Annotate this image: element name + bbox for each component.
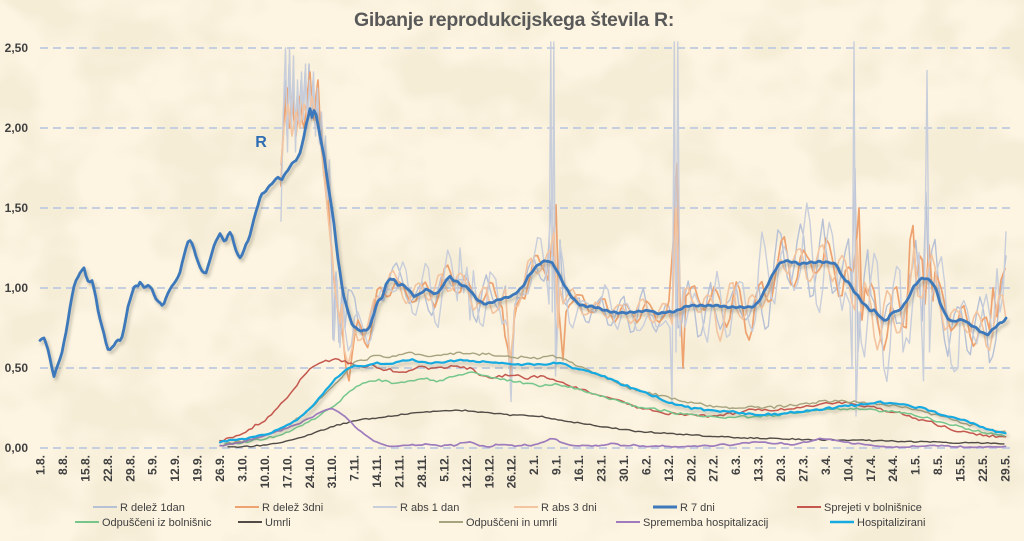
svg-text:29.8.: 29.8. [123, 455, 137, 482]
svg-text:28.11.: 28.11. [415, 455, 429, 488]
svg-text:Sprejeti v bolnišnice: Sprejeti v bolnišnice [824, 502, 922, 514]
svg-text:16.1.: 16.1. [572, 455, 586, 482]
svg-text:30.1.: 30.1. [617, 455, 631, 482]
svg-text:10.4.: 10.4. [841, 455, 855, 482]
svg-text:Hospitalizirani: Hospitalizirani [857, 517, 925, 529]
svg-text:2.1.: 2.1. [527, 455, 541, 475]
svg-text:23.1.: 23.1. [595, 455, 609, 482]
svg-text:R delež 3dni: R delež 3dni [262, 502, 323, 514]
svg-text:19.9.: 19.9. [191, 455, 205, 482]
svg-text:1.8.: 1.8. [34, 455, 48, 475]
svg-text:6.2.: 6.2. [639, 455, 653, 475]
svg-text:31.10.: 31.10. [325, 455, 339, 488]
svg-text:29.5.: 29.5. [998, 455, 1012, 482]
svg-text:17.10.: 17.10. [280, 455, 294, 488]
svg-text:15.5.: 15.5. [954, 455, 968, 482]
svg-text:19.12.: 19.12. [482, 455, 496, 488]
svg-text:27.3.: 27.3. [797, 455, 811, 482]
svg-text:22.5.: 22.5. [976, 455, 990, 482]
svg-text:15.8.: 15.8. [78, 455, 92, 482]
svg-text:Umrli: Umrli [265, 517, 291, 529]
svg-text:27.2.: 27.2. [707, 455, 721, 482]
svg-text:0,00: 0,00 [5, 441, 29, 455]
svg-text:2,00: 2,00 [5, 121, 29, 135]
svg-text:20.2.: 20.2. [684, 455, 698, 482]
svg-text:Gibanje reprodukcijskega števi: Gibanje reprodukcijskega števila R: [354, 9, 674, 31]
svg-text:17.4.: 17.4. [864, 455, 878, 482]
svg-text:24.10.: 24.10. [303, 455, 317, 488]
svg-text:3.4.: 3.4. [819, 455, 833, 475]
svg-text:1.5.: 1.5. [909, 455, 923, 475]
svg-text:20.3.: 20.3. [774, 455, 788, 482]
svg-text:1,00: 1,00 [5, 281, 29, 295]
svg-text:R delež 1dan: R delež 1dan [120, 502, 185, 514]
svg-text:6.3.: 6.3. [729, 455, 743, 475]
svg-text:R abs 3 dni: R abs 3 dni [541, 502, 597, 514]
svg-text:24.4.: 24.4. [886, 455, 900, 482]
svg-text:R abs 1 dan: R abs 1 dan [400, 502, 459, 514]
svg-text:8.5.: 8.5. [931, 455, 945, 475]
svg-text:Odpuščeni in umrli: Odpuščeni in umrli [466, 517, 557, 529]
svg-text:9.1.: 9.1. [550, 455, 564, 475]
svg-text:R: R [255, 134, 267, 151]
svg-text:1,50: 1,50 [5, 201, 29, 215]
svg-text:Sprememba hospitalizacij: Sprememba hospitalizacij [643, 517, 768, 529]
svg-text:0,50: 0,50 [5, 361, 29, 375]
svg-text:26.12.: 26.12. [505, 455, 519, 488]
svg-text:22.8.: 22.8. [101, 455, 115, 482]
svg-text:R 7 dni: R 7 dni [680, 502, 715, 514]
svg-text:26.9.: 26.9. [213, 455, 227, 482]
svg-text:3.10.: 3.10. [236, 455, 250, 482]
svg-text:8.8.: 8.8. [56, 455, 70, 475]
svg-text:7.11.: 7.11. [348, 455, 362, 481]
svg-text:14.11.: 14.11. [370, 455, 384, 488]
svg-text:13.2.: 13.2. [662, 455, 676, 482]
svg-text:5.9.: 5.9. [146, 455, 160, 475]
svg-text:10.10.: 10.10. [258, 455, 272, 488]
svg-text:13.3.: 13.3. [752, 455, 766, 482]
svg-text:21.11.: 21.11. [393, 455, 407, 488]
svg-text:5.12.: 5.12. [437, 455, 451, 482]
svg-text:2,50: 2,50 [5, 41, 29, 55]
svg-text:Odpuščeni iz bolnišnic: Odpuščeni iz bolnišnic [102, 517, 212, 529]
svg-text:12.12.: 12.12. [460, 455, 474, 488]
svg-text:12.9.: 12.9. [168, 455, 182, 482]
